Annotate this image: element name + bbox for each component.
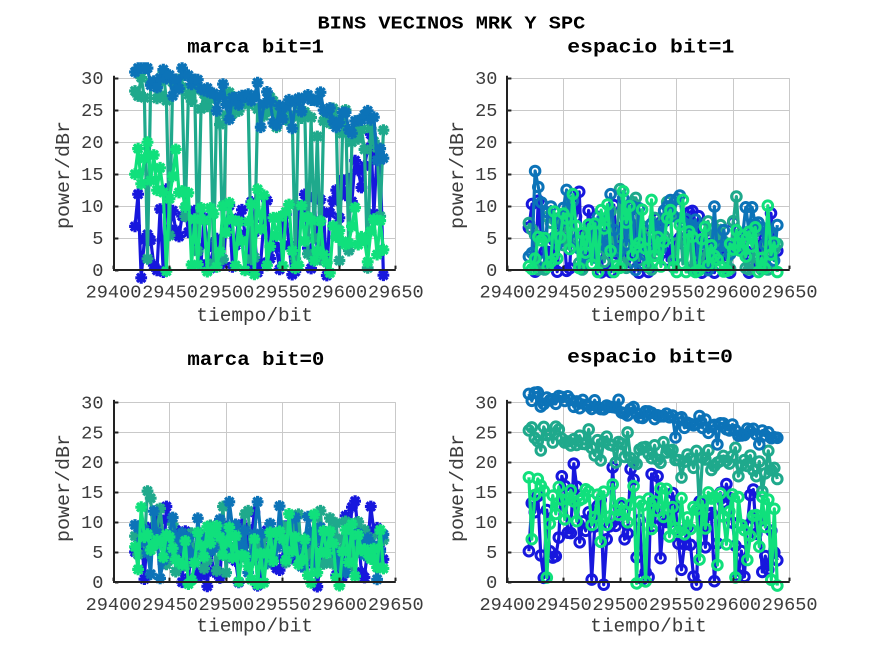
svg-text:0: 0: [92, 262, 103, 282]
svg-text:tiempo/bit: tiempo/bit: [590, 305, 707, 327]
svg-text:29600: 29600: [311, 284, 367, 304]
svg-text:29450: 29450: [536, 596, 592, 616]
svg-text:29650: 29650: [762, 596, 818, 616]
svg-text:5: 5: [486, 230, 497, 250]
svg-text:power/dBr: power/dBr: [447, 434, 469, 542]
svg-text:30: 30: [81, 70, 103, 90]
svg-text:20: 20: [81, 454, 103, 474]
svg-text:BINS VECINOS MRK Y SPC: BINS VECINOS MRK Y SPC: [318, 15, 586, 35]
svg-text:5: 5: [92, 230, 103, 250]
svg-text:29450: 29450: [536, 284, 592, 304]
svg-text:29400: 29400: [86, 596, 142, 616]
svg-text:29550: 29550: [649, 284, 705, 304]
svg-text:power/dBr: power/dBr: [53, 434, 75, 542]
svg-text:20: 20: [475, 134, 497, 154]
svg-text:marca bit=0: marca bit=0: [187, 349, 324, 371]
svg-text:30: 30: [81, 394, 103, 414]
svg-text:29650: 29650: [762, 284, 818, 304]
svg-text:espacio bit=1: espacio bit=1: [567, 36, 734, 58]
svg-text:29450: 29450: [142, 596, 198, 616]
svg-text:power/dBr: power/dBr: [53, 121, 75, 229]
svg-text:tiempo/bit: tiempo/bit: [590, 616, 707, 638]
svg-text:29500: 29500: [199, 596, 255, 616]
svg-text:15: 15: [81, 484, 103, 504]
svg-text:29550: 29550: [255, 284, 311, 304]
svg-text:15: 15: [81, 166, 103, 186]
svg-text:25: 25: [475, 102, 497, 122]
svg-text:29600: 29600: [705, 596, 761, 616]
svg-text:10: 10: [81, 514, 103, 534]
svg-text:power/dBr: power/dBr: [447, 121, 469, 229]
svg-text:29400: 29400: [480, 284, 536, 304]
svg-text:20: 20: [81, 134, 103, 154]
svg-text:tiempo/bit: tiempo/bit: [196, 616, 313, 638]
svg-text:29600: 29600: [705, 284, 761, 304]
svg-text:espacio bit=0: espacio bit=0: [567, 347, 733, 369]
svg-text:marca bit=1: marca bit=1: [187, 37, 324, 59]
svg-text:15: 15: [475, 484, 497, 504]
svg-text:5: 5: [92, 544, 103, 564]
svg-text:29550: 29550: [255, 596, 311, 616]
svg-text:29650: 29650: [368, 596, 424, 616]
svg-text:29400: 29400: [480, 596, 536, 616]
svg-text:25: 25: [475, 424, 497, 444]
svg-text:25: 25: [81, 424, 103, 444]
svg-text:15: 15: [475, 166, 497, 186]
svg-text:10: 10: [81, 198, 103, 218]
svg-text:10: 10: [475, 514, 497, 534]
svg-text:29400: 29400: [86, 284, 142, 304]
svg-text:25: 25: [81, 102, 103, 122]
svg-text:29600: 29600: [311, 596, 367, 616]
svg-text:29550: 29550: [649, 596, 705, 616]
svg-text:30: 30: [475, 70, 497, 90]
svg-text:tiempo/bit: tiempo/bit: [196, 305, 313, 327]
svg-text:10: 10: [475, 198, 497, 218]
svg-text:0: 0: [486, 574, 497, 594]
svg-text:0: 0: [486, 262, 497, 282]
svg-text:29650: 29650: [368, 284, 424, 304]
svg-text:29500: 29500: [592, 596, 648, 616]
svg-text:29500: 29500: [592, 284, 648, 304]
svg-text:29450: 29450: [142, 284, 198, 304]
svg-text:5: 5: [486, 544, 497, 564]
svg-text:29500: 29500: [199, 284, 255, 304]
svg-text:20: 20: [475, 454, 497, 474]
svg-text:30: 30: [475, 394, 497, 414]
svg-text:0: 0: [92, 574, 103, 594]
